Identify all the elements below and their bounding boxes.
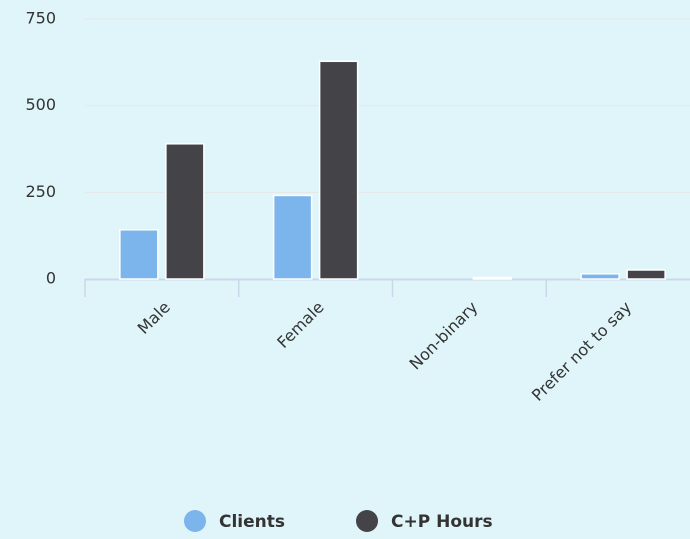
bar <box>272 194 313 280</box>
x-tick-label: Female <box>273 298 327 352</box>
y-tick-label: 250 <box>25 182 56 201</box>
bar <box>119 229 159 280</box>
legend-swatch <box>356 510 378 532</box>
bar <box>472 276 513 280</box>
bar <box>165 143 205 280</box>
bar <box>626 269 666 280</box>
bar <box>318 60 359 280</box>
x-tick-label: Prefer not to say <box>528 298 635 405</box>
x-tick-label: Non-binary <box>406 298 482 374</box>
legend-label: Clients <box>219 512 285 532</box>
y-tick-label: 750 <box>25 9 56 28</box>
x-tick-label: Male <box>134 298 174 338</box>
legend-label: C+P Hours <box>391 512 493 532</box>
y-tick-label: 0 <box>46 269 56 288</box>
bar <box>580 273 620 280</box>
y-tick-label: 500 <box>25 95 56 114</box>
legend-swatch <box>184 510 206 532</box>
